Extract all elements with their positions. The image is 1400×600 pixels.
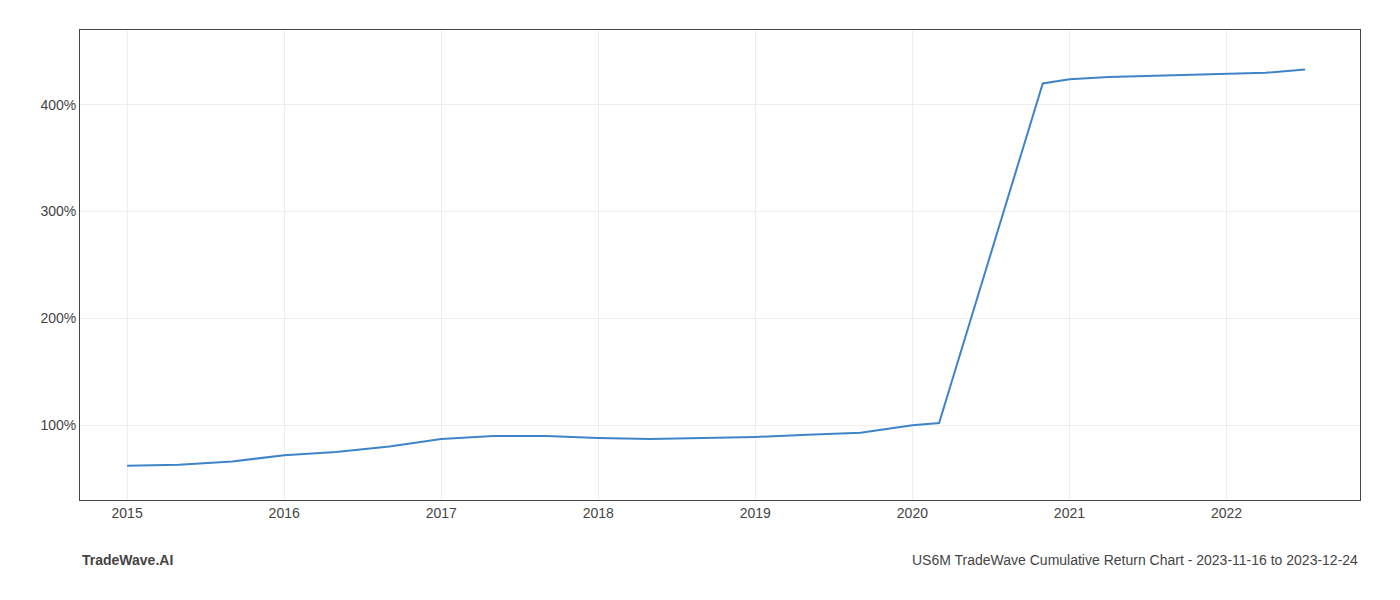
svg-text:US6M TradeWave Cumulative Retu: US6M TradeWave Cumulative Return Chart -… <box>912 552 1358 568</box>
svg-text:200%: 200% <box>40 310 76 326</box>
svg-text:400%: 400% <box>40 97 76 113</box>
svg-text:2019: 2019 <box>740 505 771 521</box>
svg-text:2021: 2021 <box>1054 505 1085 521</box>
svg-text:2020: 2020 <box>897 505 928 521</box>
svg-text:2016: 2016 <box>269 505 300 521</box>
svg-text:2018: 2018 <box>583 505 614 521</box>
svg-text:2017: 2017 <box>426 505 457 521</box>
svg-text:2022: 2022 <box>1211 505 1242 521</box>
svg-text:300%: 300% <box>40 203 76 219</box>
svg-text:100%: 100% <box>40 417 76 433</box>
svg-text:2015: 2015 <box>112 505 143 521</box>
svg-text:TradeWave.AI: TradeWave.AI <box>82 552 173 568</box>
